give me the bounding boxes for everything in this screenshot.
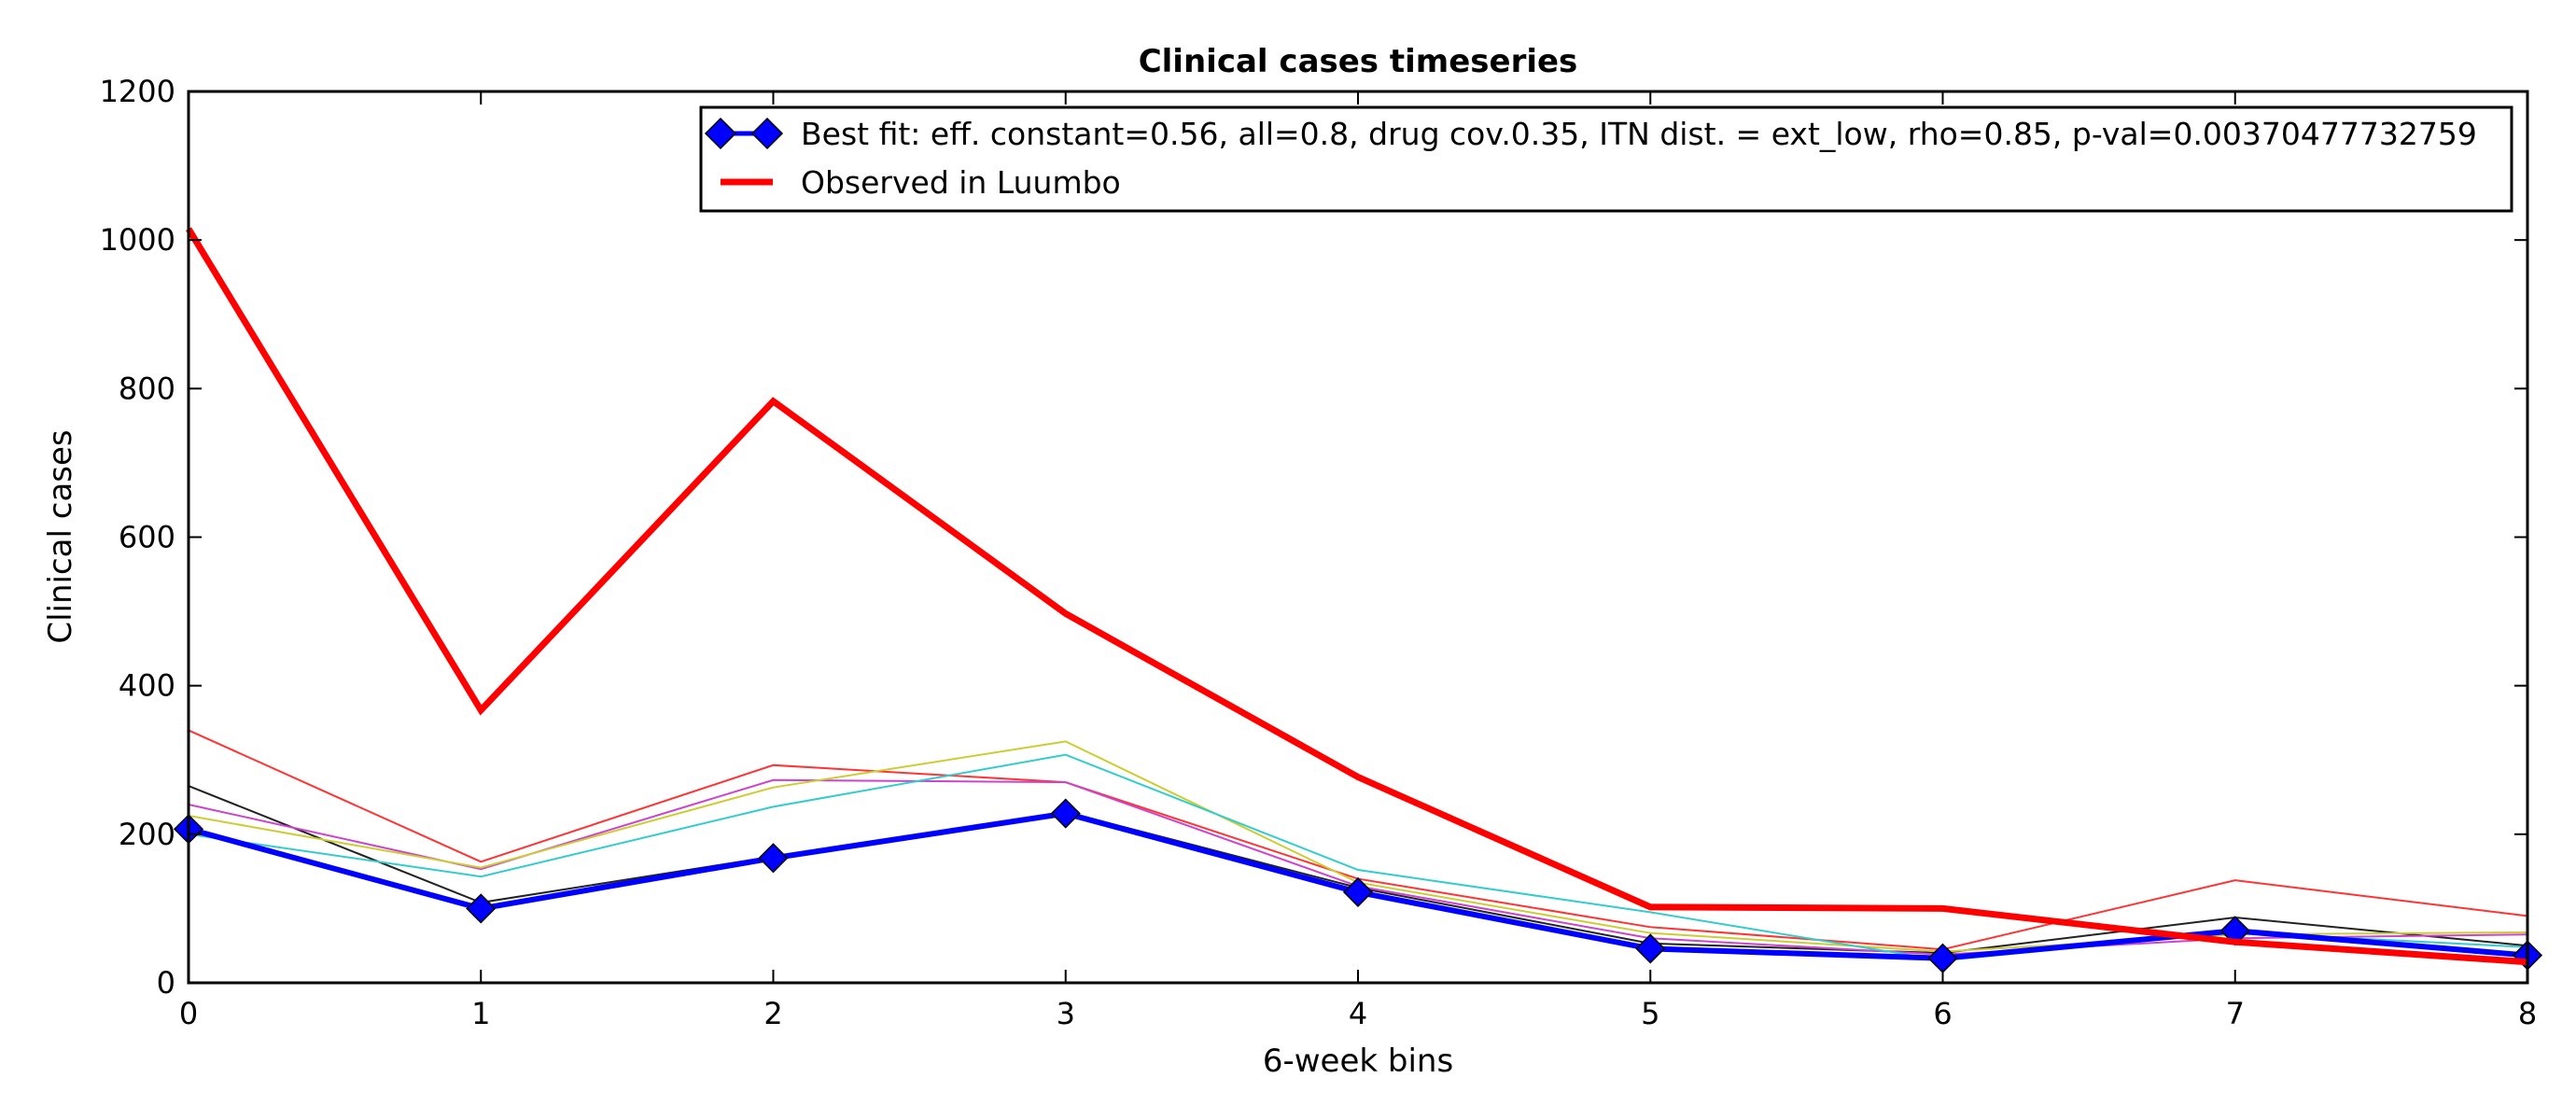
best-fit-point — [1635, 933, 1666, 964]
x-tick-label: 7 — [2226, 996, 2245, 1031]
best-fit-point — [1342, 876, 1374, 907]
x-tick-label: 1 — [471, 996, 490, 1031]
legend-best-fit-marker — [704, 117, 737, 150]
series-observed-line — [186, 227, 2528, 966]
x-tick-label: 4 — [1349, 996, 1367, 1031]
series-layer — [173, 227, 2543, 973]
x-tick-label: 8 — [2518, 996, 2537, 1031]
ticks-layer: 0 1 2 3 4 5 6 7 8 0 200 400 600 800 1000 1200 — [100, 74, 2538, 1031]
x-tick-label: 6 — [1933, 996, 1952, 1031]
legend-best-fit-marker — [750, 117, 784, 150]
series-simulation-line-5 — [188, 753, 2528, 962]
x-tick-label: 2 — [763, 996, 782, 1031]
legend-best-fit-label: Best fit: eff. constant=0.56, all=0.8, d… — [801, 116, 2477, 152]
legend-observed-label: Observed in Luumbo — [801, 164, 1121, 201]
y-tick-label: 200 — [119, 817, 175, 852]
plot-frame — [187, 90, 2529, 985]
y-tick-label: 800 — [119, 371, 175, 406]
chart-title: Clinical cases timeseries — [1139, 43, 1578, 80]
best-fit-point — [1050, 798, 1081, 829]
y-axis-label: Clinical cases — [42, 429, 79, 643]
legend: Best fit: eff. constant=0.56, all=0.8, d… — [699, 105, 2513, 213]
series-simulation-line-1 — [188, 729, 2528, 951]
y-tick-label: 0 — [157, 965, 175, 1001]
best-fit-point — [758, 843, 789, 874]
best-fit-point — [466, 893, 497, 924]
x-tick-label: 5 — [1641, 996, 1659, 1031]
y-tick-label: 400 — [119, 668, 175, 704]
x-tick-label: 3 — [1057, 996, 1075, 1031]
series-simulation-line-4 — [188, 740, 2528, 953]
series-simulation-line-3 — [188, 778, 2528, 956]
y-tick-label: 600 — [119, 520, 175, 555]
x-tick-label: 0 — [179, 996, 198, 1031]
legend-box — [699, 105, 2513, 213]
x-axis-label: 6-week bins — [1263, 1043, 1453, 1080]
y-tick-label: 1200 — [100, 74, 175, 109]
y-tick-label: 1000 — [100, 222, 175, 258]
